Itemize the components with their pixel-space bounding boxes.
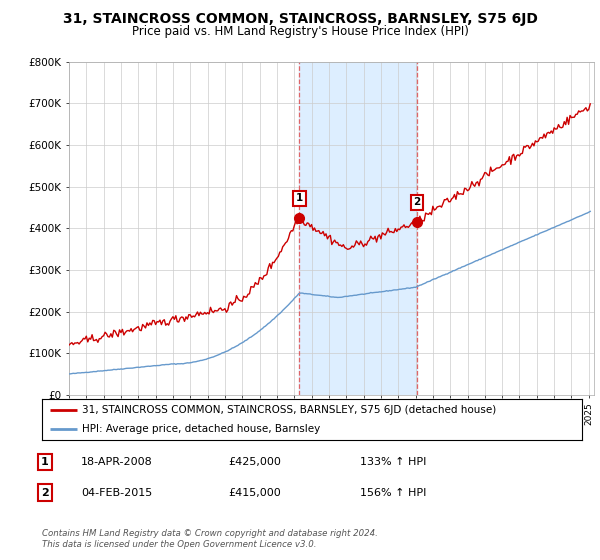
Text: 1: 1 [296,193,303,203]
Text: Contains HM Land Registry data © Crown copyright and database right 2024.
This d: Contains HM Land Registry data © Crown c… [42,529,378,549]
Text: 133% ↑ HPI: 133% ↑ HPI [360,457,427,467]
Text: £415,000: £415,000 [228,488,281,498]
Text: 31, STAINCROSS COMMON, STAINCROSS, BARNSLEY, S75 6JD (detached house): 31, STAINCROSS COMMON, STAINCROSS, BARNS… [83,405,497,415]
Text: 156% ↑ HPI: 156% ↑ HPI [360,488,427,498]
Text: 31, STAINCROSS COMMON, STAINCROSS, BARNSLEY, S75 6JD: 31, STAINCROSS COMMON, STAINCROSS, BARNS… [62,12,538,26]
Text: 2: 2 [41,488,49,498]
Text: 2: 2 [413,197,421,207]
Text: HPI: Average price, detached house, Barnsley: HPI: Average price, detached house, Barn… [83,424,321,435]
Text: £425,000: £425,000 [228,457,281,467]
Text: 04-FEB-2015: 04-FEB-2015 [81,488,152,498]
Bar [299,62,417,395]
Text: 1: 1 [41,457,49,467]
Text: 18-APR-2008: 18-APR-2008 [81,457,153,467]
Text: Price paid vs. HM Land Registry's House Price Index (HPI): Price paid vs. HM Land Registry's House … [131,25,469,38]
